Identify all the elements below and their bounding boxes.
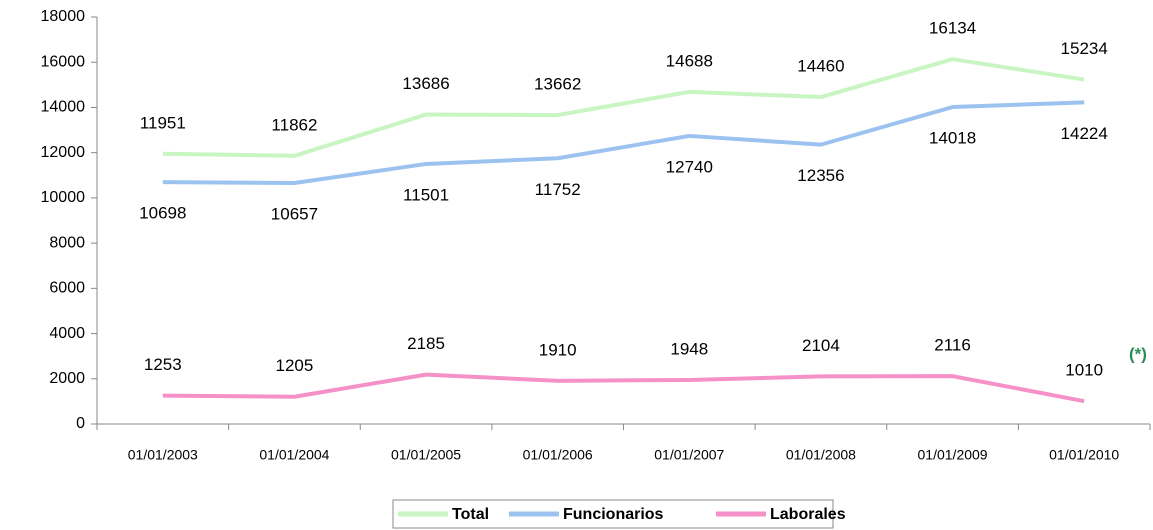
x-tick-label: 01/01/2009 xyxy=(918,447,988,463)
legend-box xyxy=(392,499,834,529)
y-tick-label: 8000 xyxy=(49,234,85,251)
x-tick-label: 01/01/2010 xyxy=(1049,447,1119,463)
data-label: 10698 xyxy=(139,204,186,223)
data-label: 14460 xyxy=(797,57,844,76)
x-tick-label: 01/01/2003 xyxy=(128,447,198,463)
data-label: 1948 xyxy=(670,339,708,358)
y-tick-label: 10000 xyxy=(41,189,86,206)
y-tick-label: 12000 xyxy=(41,144,86,161)
legend-label: Laborales xyxy=(770,506,846,523)
data-label: 12740 xyxy=(666,157,713,176)
data-label: 1010 xyxy=(1065,361,1103,380)
legend-label: Total xyxy=(452,506,489,523)
x-tick-label: 01/01/2008 xyxy=(786,447,856,463)
series-line xyxy=(162,57,1085,158)
annotation: (*) xyxy=(1129,344,1147,363)
data-label: 13686 xyxy=(402,74,449,93)
data-label: 14224 xyxy=(1061,124,1108,143)
y-tick-label: 6000 xyxy=(49,280,85,297)
y-tick-label: 16000 xyxy=(41,53,86,70)
series-line xyxy=(162,372,1085,404)
data-label: 2185 xyxy=(407,334,445,353)
data-label: 1910 xyxy=(539,340,577,359)
data-label: 11862 xyxy=(271,115,317,134)
data-label: 11951 xyxy=(140,113,186,132)
data-label: 12356 xyxy=(797,166,844,185)
data-label: 2116 xyxy=(934,336,971,355)
y-tick-label: 4000 xyxy=(49,325,85,342)
y-tick-label: 14000 xyxy=(41,99,86,116)
data-label: 10657 xyxy=(271,205,318,224)
y-tick-label: 2000 xyxy=(49,370,85,387)
series-line xyxy=(162,100,1085,186)
data-label: 15234 xyxy=(1061,39,1108,58)
data-label: 11501 xyxy=(403,185,449,204)
y-tick-label: 18000 xyxy=(41,8,86,25)
x-tick-label: 01/01/2007 xyxy=(654,447,724,463)
x-tick-label: 01/01/2005 xyxy=(391,447,461,463)
data-label: 1205 xyxy=(276,356,314,375)
data-label: 16134 xyxy=(929,19,976,38)
legend-label: Funcionarios xyxy=(563,506,664,523)
data-label: 14688 xyxy=(666,51,713,70)
y-tick-label: 0 xyxy=(76,415,85,432)
x-tick-label: 01/01/2006 xyxy=(523,447,593,463)
data-label: 2104 xyxy=(802,336,840,355)
data-label: 14018 xyxy=(929,129,976,148)
data-label: 1253 xyxy=(144,355,182,374)
x-tick-label: 01/01/2004 xyxy=(259,447,329,463)
data-label: 13662 xyxy=(534,75,581,94)
data-label: 11752 xyxy=(535,180,581,199)
